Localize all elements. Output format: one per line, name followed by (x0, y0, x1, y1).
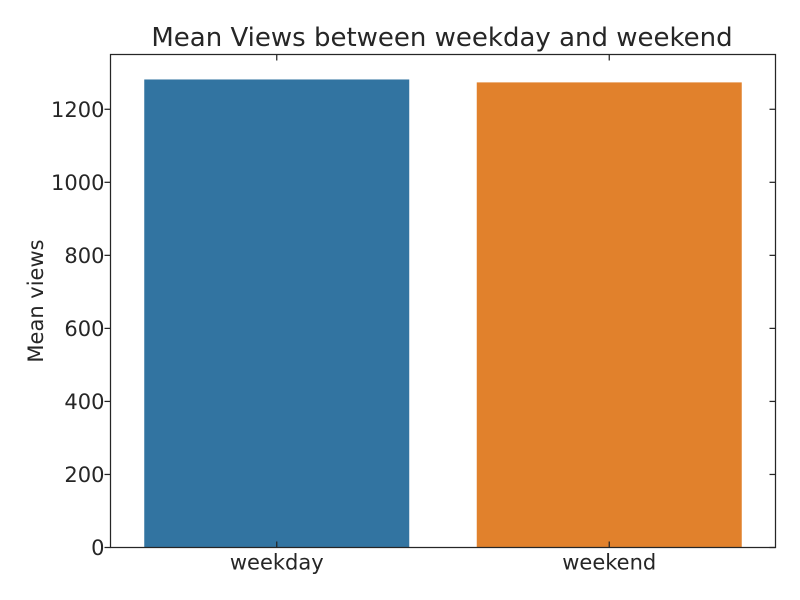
y-tick-label: 600 (64, 317, 104, 341)
y-tick-label: 800 (64, 244, 104, 268)
y-tick-label: 1200 (51, 98, 104, 122)
y-tick-label: 1000 (51, 171, 104, 195)
bars-group (143, 78, 743, 548)
y-axis-label: Mean views (24, 239, 48, 362)
bar-weekend (475, 81, 743, 548)
x-tick-label: weekend (562, 551, 656, 575)
x-ticks-group: weekday weekend (230, 54, 656, 575)
chart-title: Mean Views between weekday and weekend (151, 23, 732, 53)
bar-weekday (143, 78, 411, 548)
y-tick-label: 200 (64, 463, 104, 487)
y-tick-label: 400 (64, 390, 104, 414)
plot-frame (109, 53, 777, 549)
x-tick-label: weekday (230, 551, 324, 575)
y-ticks-group: 0 200 400 600 800 1000 1200 (51, 98, 776, 560)
y-tick-label: 0 (91, 536, 104, 560)
